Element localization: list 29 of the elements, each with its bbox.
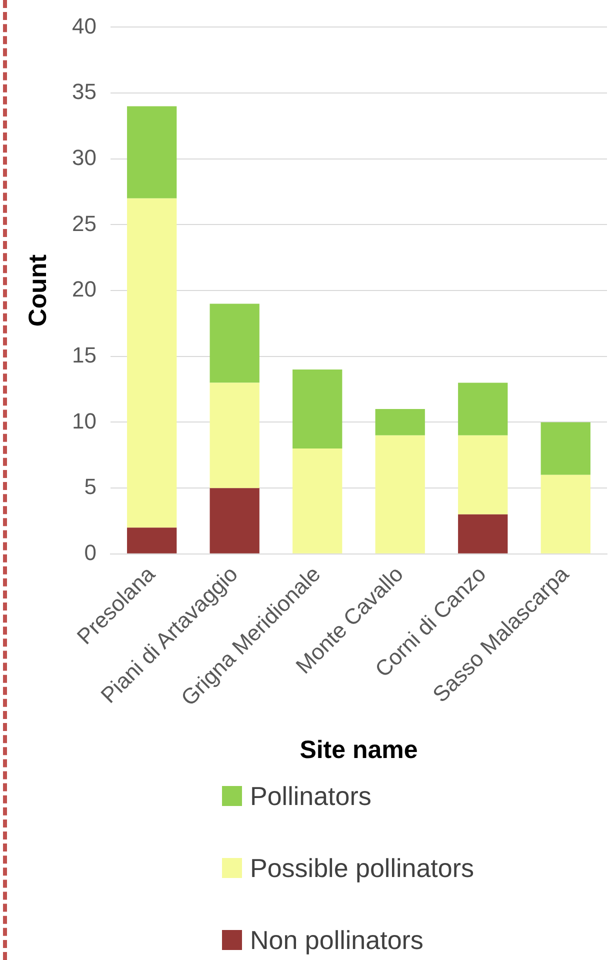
legend-label: Non pollinators (250, 924, 424, 956)
bar (458, 514, 508, 554)
bar (540, 422, 590, 475)
bar (210, 382, 260, 488)
y-axis-title: Count (24, 254, 52, 327)
y-tick-label: 20 (72, 276, 96, 302)
bar (292, 370, 342, 449)
bar (458, 435, 508, 514)
bar (375, 435, 425, 554)
bar (540, 474, 590, 554)
bar (458, 382, 508, 436)
y-tick-label: 10 (72, 408, 96, 434)
bar (127, 106, 177, 198)
bar (127, 528, 177, 554)
bar (375, 409, 425, 436)
legend-label: Pollinators (250, 780, 372, 812)
y-tick-label: 30 (72, 144, 96, 170)
y-tick-label: 25 (72, 210, 96, 236)
y-tick-label: 35 (72, 79, 96, 104)
bar (127, 198, 177, 528)
x-axis-title: Site name (300, 736, 418, 764)
y-tick-label: 0 (84, 540, 96, 565)
y-tick-label: 5 (84, 474, 96, 500)
bar (292, 448, 342, 554)
bar (210, 304, 260, 383)
y-tick-label: 15 (72, 342, 96, 368)
legend-label: Possible pollinators (250, 852, 474, 884)
bar (210, 488, 260, 554)
y-tick-label: 40 (72, 13, 96, 38)
